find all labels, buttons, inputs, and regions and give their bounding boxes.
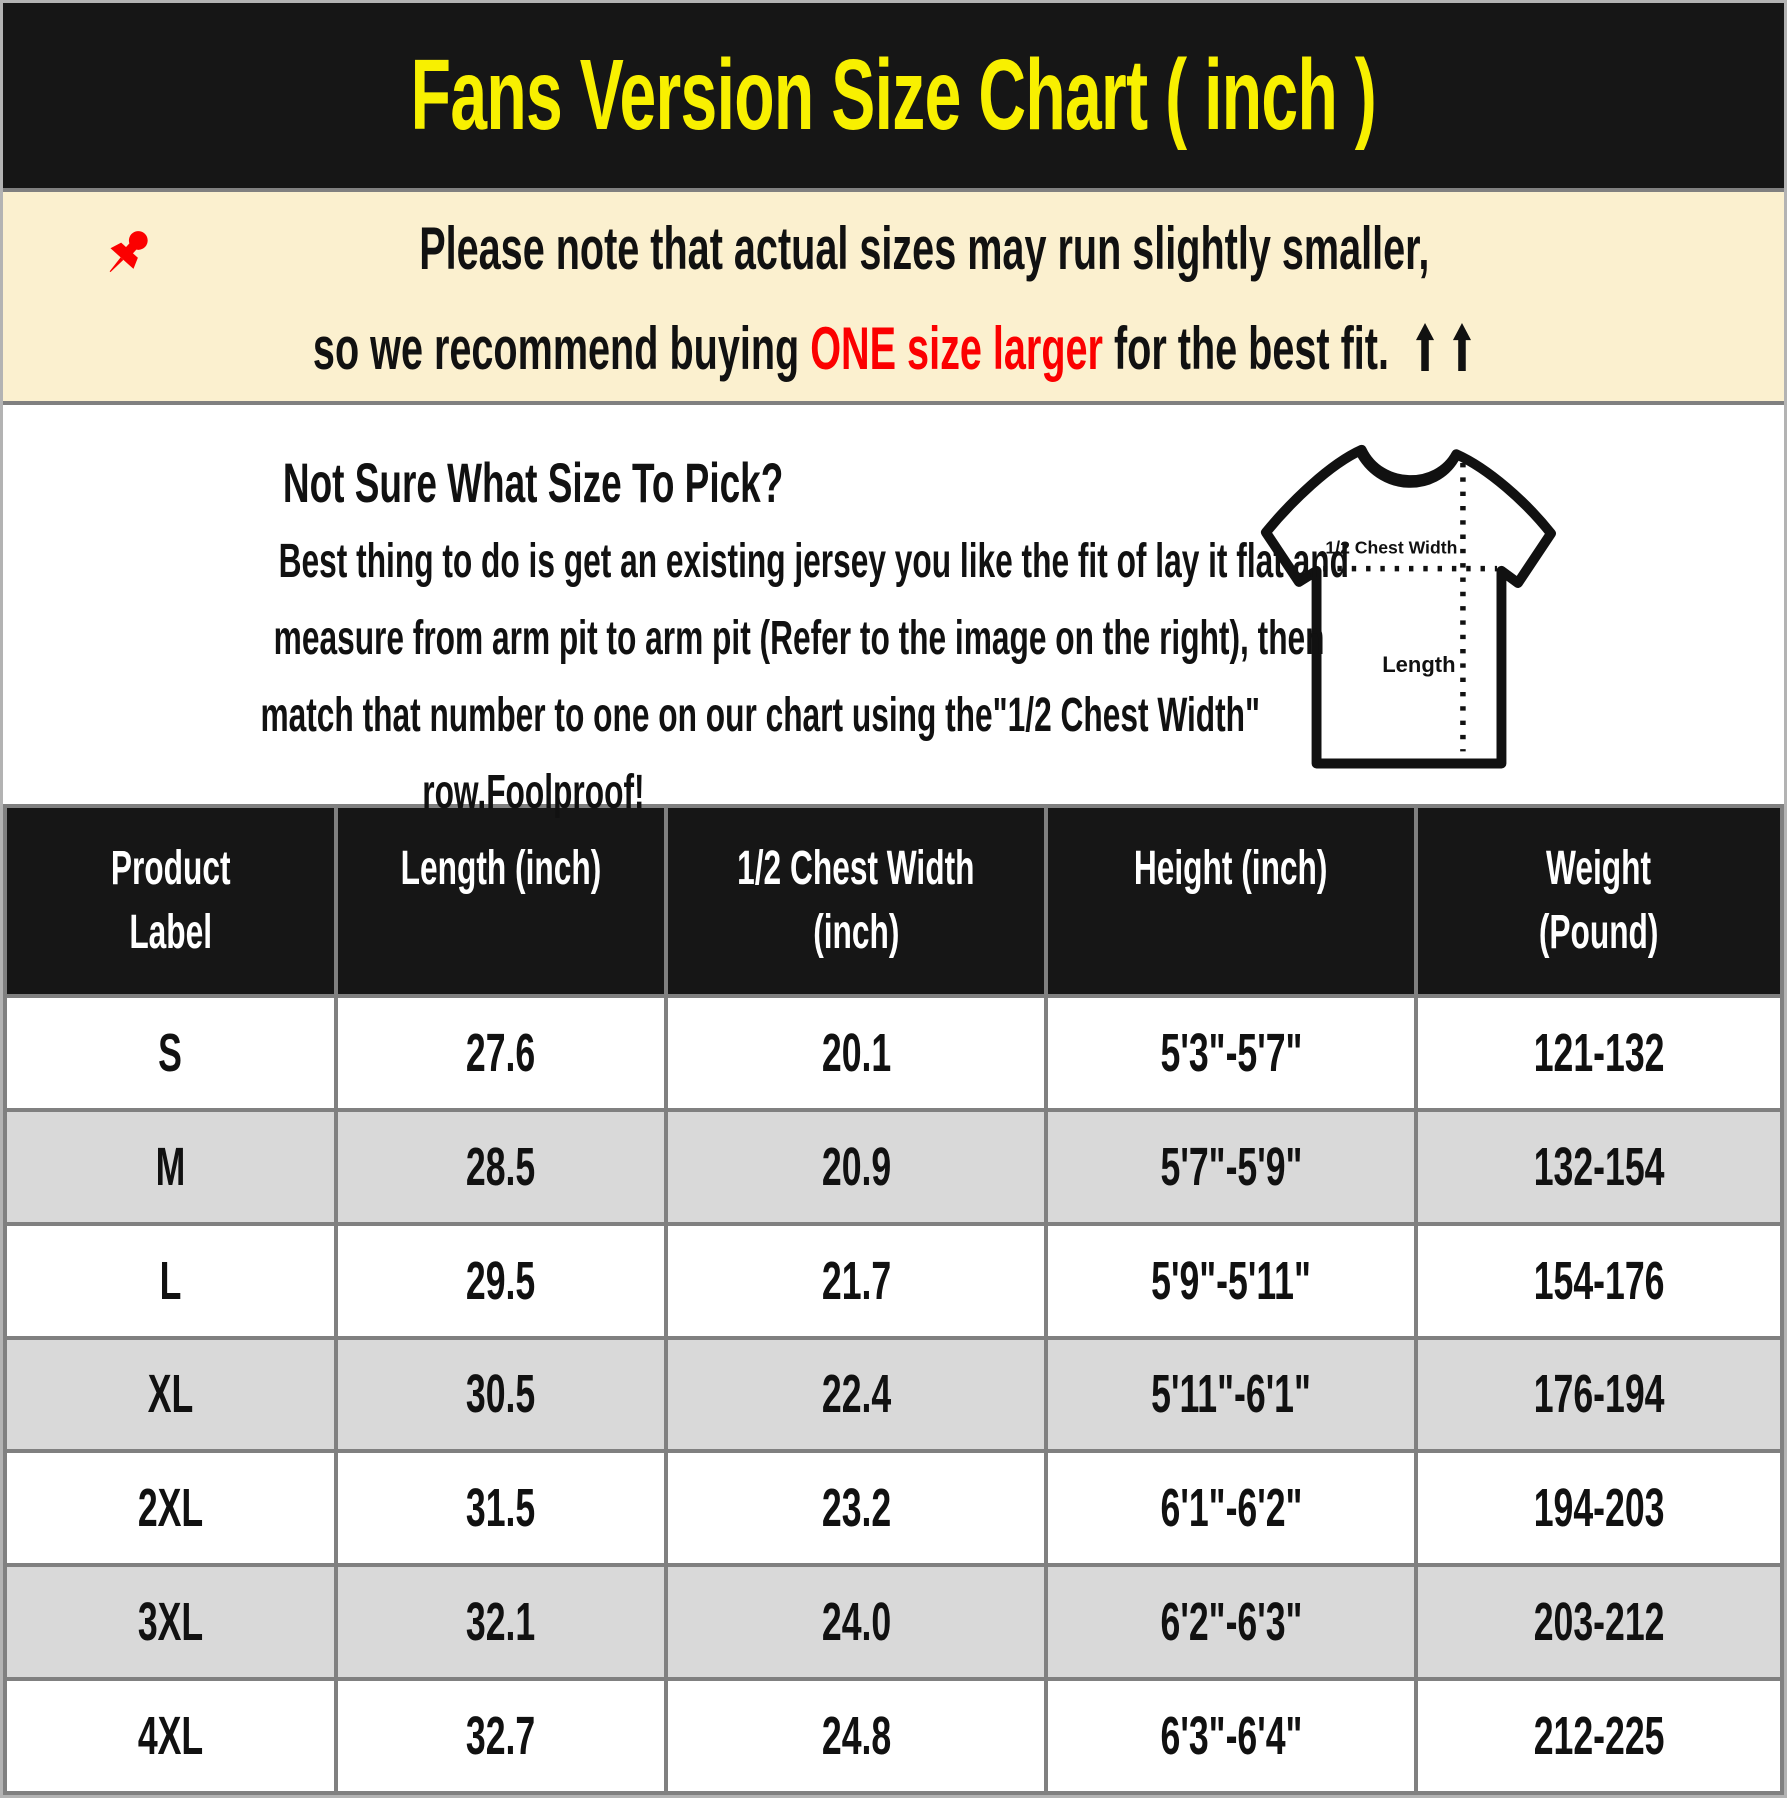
cell-length: 31.5 [333, 1449, 669, 1568]
col-header-product-label: Product Label [3, 804, 338, 998]
cell-size: 2XL [3, 1449, 338, 1568]
col-header-chest-width: 1/2 Chest Width (inch) [664, 804, 1049, 998]
cell-weight: 194-203 [1413, 1449, 1784, 1568]
note-line-2-after: for the best fit. [1103, 315, 1390, 382]
col-header-height: Height (inch) [1044, 804, 1418, 998]
cell-height: 5'7"-5'9" [1044, 1107, 1418, 1226]
cell-height: 6'3"-6'4" [1044, 1677, 1418, 1795]
table-row: XL 30.5 22.4 5'11"-6'1" 176-194 [3, 1335, 1784, 1454]
cell-length: 29.5 [333, 1221, 669, 1340]
guide-line: match that number to one on our chart us… [260, 689, 1261, 742]
guide-line: Best thing to do is get an existing jers… [278, 535, 1349, 588]
up-arrow-icons [1400, 318, 1474, 384]
cell-length: 32.7 [333, 1677, 669, 1795]
cell-height: 5'3"-5'7" [1044, 994, 1418, 1112]
cell-length: 27.6 [333, 994, 669, 1112]
note-line-2: so we recommend buying ONE size larger f… [14, 316, 1772, 384]
cell-weight: 121-132 [1413, 994, 1784, 1112]
note-banner: Please note that actual sizes may run sl… [3, 192, 1784, 405]
tshirt-measure-diagram: 1/2 Chest Width Length [1063, 405, 1784, 804]
cell-size: 3XL [3, 1563, 338, 1682]
cell-size: S [3, 994, 338, 1112]
table-row: S 27.6 20.1 5'3"-5'7" 121-132 [3, 994, 1784, 1112]
cell-weight: 176-194 [1413, 1335, 1784, 1454]
note-line-1: Please note that actual sizes may run sl… [97, 216, 1690, 296]
table-row: 2XL 31.5 23.2 6'1"-6'2" 194-203 [3, 1449, 1784, 1568]
guide-line: row.Foolproof! [421, 766, 645, 819]
tshirt-icon: 1/2 Chest Width Length [1260, 444, 1556, 768]
cell-weight: 203-212 [1413, 1563, 1784, 1682]
note-line-1-text: Please note that actual sizes may run sl… [419, 215, 1430, 282]
cell-size: 4XL [3, 1677, 338, 1795]
length-label: Length [1382, 652, 1455, 677]
sizing-guide-section: Not Sure What Size To Pick? Best thing t… [3, 405, 1784, 819]
cell-length: 32.1 [333, 1563, 669, 1682]
chest-width-label: 1/2 Chest Width [1325, 537, 1457, 557]
cell-chest: 20.9 [664, 1107, 1049, 1226]
cell-height: 6'2"-6'3" [1044, 1563, 1418, 1682]
cell-height: 5'11"-6'1" [1044, 1335, 1418, 1454]
cell-chest: 24.0 [664, 1563, 1049, 1682]
cell-chest: 22.4 [664, 1335, 1049, 1454]
cell-weight: 132-154 [1413, 1107, 1784, 1226]
title-bar: Fans Version Size Chart ( inch ) [3, 3, 1784, 192]
cell-size: M [3, 1107, 338, 1226]
cell-weight: 212-225 [1413, 1677, 1784, 1795]
table-header: Product Label Length (inch) 1/2 Chest Wi… [3, 804, 1784, 998]
col-header-weight: Weight (Pound) [1413, 804, 1784, 998]
cell-chest: 23.2 [664, 1449, 1049, 1568]
guide-line: measure from arm pit to arm pit (Refer t… [273, 612, 1325, 665]
cell-length: 30.5 [333, 1335, 669, 1454]
cell-chest: 20.1 [664, 994, 1049, 1112]
cell-size: L [3, 1221, 338, 1340]
note-line-2-before: so we recommend buying [313, 315, 811, 382]
page-title: Fans Version Size Chart ( inch ) [410, 39, 1377, 151]
cell-chest: 21.7 [664, 1221, 1049, 1340]
size-chart-table: Product Label Length (inch) 1/2 Chest Wi… [3, 804, 1784, 1795]
col-header-length: Length (inch) [333, 804, 669, 998]
table-row: 4XL 32.7 24.8 6'3"-6'4" 212-225 [3, 1677, 1784, 1795]
table-row: L 29.5 21.7 5'9"-5'11" 154-176 [3, 1221, 1784, 1340]
pushpin-icon [97, 223, 157, 296]
guide-heading: Not Sure What Size To Pick? [282, 451, 784, 514]
cell-height: 5'9"-5'11" [1044, 1221, 1418, 1340]
cell-size: XL [3, 1335, 338, 1454]
cell-weight: 154-176 [1413, 1221, 1784, 1340]
table-row: M 28.5 20.9 5'7"-5'9" 132-154 [3, 1107, 1784, 1226]
table-row: 3XL 32.1 24.0 6'2"-6'3" 203-212 [3, 1563, 1784, 1682]
cell-length: 28.5 [333, 1107, 669, 1226]
cell-chest: 24.8 [664, 1677, 1049, 1795]
cell-height: 6'1"-6'2" [1044, 1449, 1418, 1568]
note-line-2-highlight: ONE size larger [810, 315, 1104, 382]
sizing-guide-text: Not Sure What Size To Pick? Best thing t… [3, 405, 1348, 819]
